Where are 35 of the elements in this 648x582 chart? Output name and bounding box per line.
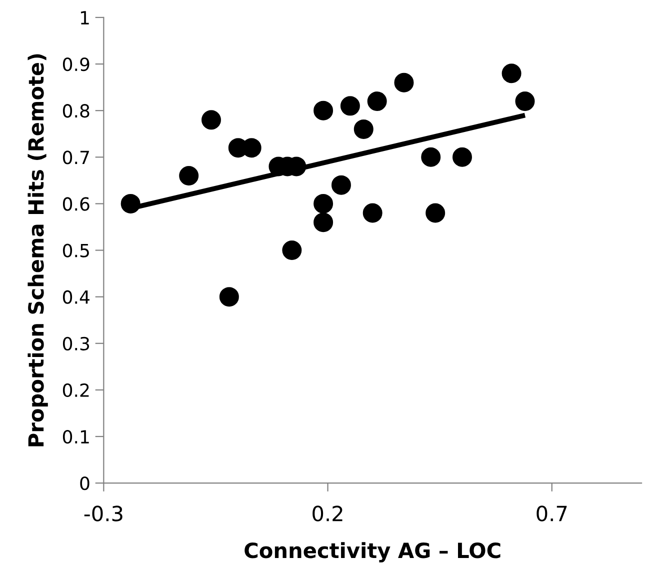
point xyxy=(179,166,199,186)
point xyxy=(340,96,360,116)
y-tick-label: 1 xyxy=(80,11,89,24)
point xyxy=(219,287,239,307)
x-axis-title: Connectivity AG – LOC xyxy=(244,542,500,562)
point xyxy=(421,147,441,167)
y-tick-label: 0.4 xyxy=(62,290,90,304)
x-tick-label: -0.3 xyxy=(84,506,122,522)
y-tick-label: 0.6 xyxy=(62,197,90,211)
y-tick-label: 0.5 xyxy=(62,244,89,258)
point xyxy=(314,100,334,120)
y-tick-label: 0 xyxy=(80,476,90,490)
x-tick-label: 0.2 xyxy=(312,506,342,522)
point xyxy=(426,203,446,223)
point xyxy=(367,92,387,112)
point xyxy=(362,203,382,223)
point xyxy=(515,92,535,112)
point xyxy=(354,119,374,139)
point xyxy=(314,194,334,214)
point xyxy=(202,110,221,130)
y-tick-label: 0.2 xyxy=(62,383,89,398)
y-tick-label: 0.1 xyxy=(62,430,89,444)
point xyxy=(331,175,351,195)
y-tick-label: 0.9 xyxy=(62,57,90,72)
point xyxy=(502,64,522,84)
y-tick-label: 0.3 xyxy=(62,336,90,350)
point xyxy=(314,212,334,232)
y-tick-label: 0.7 xyxy=(62,150,89,164)
point xyxy=(394,72,414,92)
point xyxy=(452,147,472,167)
x-tick-label: 0.7 xyxy=(536,506,567,522)
y-tick-label: 0.8 xyxy=(62,104,90,118)
point xyxy=(282,240,302,260)
point xyxy=(120,194,140,214)
y-axis-title: Proportion Schema Hits (Remote) xyxy=(28,54,48,446)
